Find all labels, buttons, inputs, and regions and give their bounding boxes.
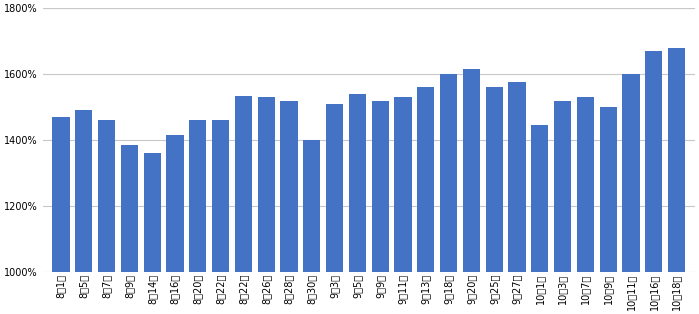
Bar: [577, 97, 594, 314]
Bar: [600, 107, 617, 314]
Bar: [349, 94, 366, 314]
Bar: [52, 117, 70, 314]
Bar: [668, 48, 685, 314]
Bar: [463, 69, 480, 314]
Bar: [531, 125, 548, 314]
Bar: [166, 135, 184, 314]
Bar: [212, 120, 229, 314]
Bar: [144, 153, 161, 314]
Bar: [440, 74, 457, 314]
Bar: [75, 111, 92, 314]
Bar: [189, 120, 206, 314]
Bar: [508, 82, 526, 314]
Bar: [98, 120, 115, 314]
Bar: [394, 97, 412, 314]
Bar: [326, 104, 343, 314]
Bar: [258, 97, 275, 314]
Bar: [622, 74, 640, 314]
Bar: [280, 100, 298, 314]
Bar: [121, 145, 138, 314]
Bar: [417, 87, 434, 314]
Bar: [372, 100, 389, 314]
Bar: [486, 87, 503, 314]
Bar: [554, 100, 571, 314]
Bar: [235, 96, 252, 314]
Bar: [303, 140, 320, 314]
Bar: [645, 51, 663, 314]
